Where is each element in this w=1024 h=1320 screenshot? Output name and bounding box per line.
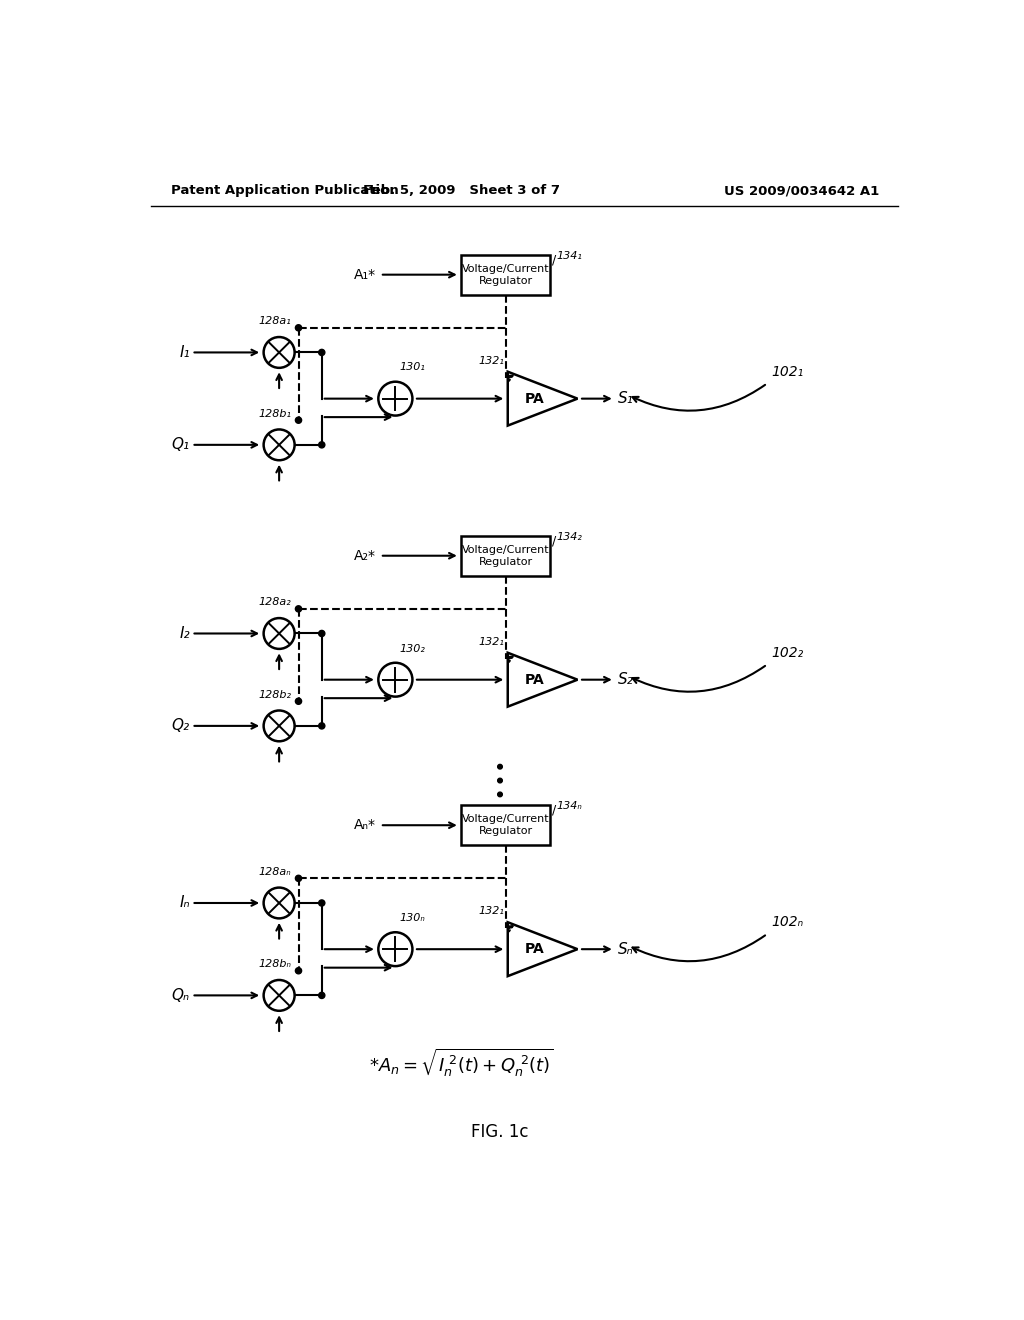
Text: S₂: S₂ — [617, 672, 634, 688]
Circle shape — [295, 698, 302, 705]
Text: Regulator: Regulator — [479, 557, 532, 566]
Text: 130ₙ: 130ₙ — [399, 913, 425, 923]
Text: Sₙ: Sₙ — [617, 941, 634, 957]
Text: 134ₙ: 134ₙ — [557, 801, 583, 812]
Circle shape — [318, 631, 325, 636]
Text: I₂: I₂ — [179, 626, 190, 642]
Circle shape — [318, 442, 325, 447]
Text: PA: PA — [524, 392, 544, 405]
Text: 102₁: 102₁ — [771, 364, 804, 379]
Text: 128a₂: 128a₂ — [259, 598, 292, 607]
Text: A₁*: A₁* — [354, 268, 376, 281]
Text: US 2009/0034642 A1: US 2009/0034642 A1 — [725, 185, 880, 197]
Bar — [461, 536, 550, 576]
Bar — [461, 255, 550, 294]
Text: Q₂: Q₂ — [172, 718, 190, 734]
Text: 132₁: 132₁ — [478, 636, 504, 647]
Text: Patent Application Publication: Patent Application Publication — [171, 185, 398, 197]
Text: 102ₙ: 102ₙ — [771, 915, 804, 929]
Text: Iₙ: Iₙ — [179, 895, 190, 911]
Text: Feb. 5, 2009   Sheet 3 of 7: Feb. 5, 2009 Sheet 3 of 7 — [362, 185, 560, 197]
Text: PA: PA — [524, 942, 544, 956]
Text: $* A_n = \sqrt{I_n^{\ 2}(t) + Q_n^{\ 2}(t)}$: $* A_n = \sqrt{I_n^{\ 2}(t) + Q_n^{\ 2}(… — [369, 1047, 554, 1080]
Text: /: / — [552, 253, 556, 267]
Circle shape — [318, 723, 325, 729]
Text: 130₂: 130₂ — [399, 644, 425, 653]
Text: I₁: I₁ — [179, 345, 190, 360]
Text: /: / — [552, 535, 556, 548]
Text: S₁: S₁ — [617, 391, 634, 407]
Text: Voltage/Current: Voltage/Current — [462, 264, 550, 273]
Text: 128bₙ: 128bₙ — [259, 960, 292, 969]
Text: Voltage/Current: Voltage/Current — [462, 814, 550, 824]
Circle shape — [498, 764, 503, 770]
Circle shape — [318, 900, 325, 906]
Bar — [461, 805, 550, 845]
Text: 128aₙ: 128aₙ — [259, 867, 292, 876]
Text: Qₙ: Qₙ — [172, 987, 190, 1003]
Text: 102₂: 102₂ — [771, 645, 804, 660]
Circle shape — [318, 993, 325, 998]
Text: 132₁: 132₁ — [478, 906, 504, 916]
Text: Regulator: Regulator — [479, 276, 532, 286]
Circle shape — [498, 779, 503, 783]
Text: Voltage/Current: Voltage/Current — [462, 545, 550, 554]
Text: A₂*: A₂* — [354, 549, 376, 562]
Circle shape — [295, 417, 302, 424]
Circle shape — [295, 875, 302, 882]
Text: 128b₁: 128b₁ — [259, 409, 292, 418]
Text: Regulator: Regulator — [479, 826, 532, 837]
Text: 134₂: 134₂ — [557, 532, 583, 541]
Text: FIG. 1c: FIG. 1c — [471, 1123, 528, 1142]
Text: Aₙ*: Aₙ* — [354, 818, 376, 832]
Text: 134₁: 134₁ — [557, 251, 583, 261]
Text: 130₁: 130₁ — [399, 363, 425, 372]
Circle shape — [295, 606, 302, 612]
Circle shape — [318, 350, 325, 355]
Text: 128a₁: 128a₁ — [259, 317, 292, 326]
Text: 132₁: 132₁ — [478, 355, 504, 366]
Text: /: / — [552, 804, 556, 817]
Circle shape — [295, 968, 302, 974]
Circle shape — [295, 325, 302, 331]
Circle shape — [498, 792, 503, 797]
Text: Q₁: Q₁ — [172, 437, 190, 453]
Text: PA: PA — [524, 673, 544, 686]
Text: 128b₂: 128b₂ — [259, 690, 292, 700]
